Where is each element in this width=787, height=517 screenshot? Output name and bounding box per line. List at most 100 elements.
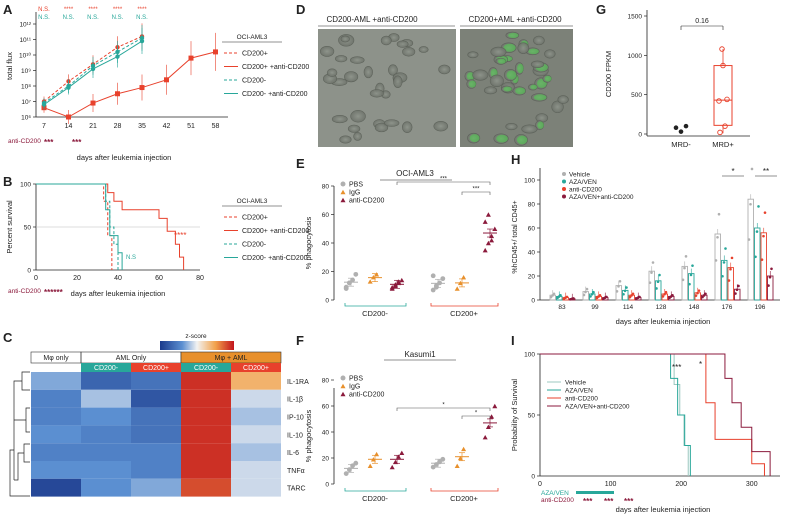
b-survival-curve [36, 183, 185, 270]
a-legend-label: CD200- [242, 78, 267, 85]
panel-d-microscopy: CD200-AML +anti-CD200 CD200+AML +anti-CD… [318, 15, 573, 147]
d-cell [349, 56, 365, 64]
c-heat-cell [81, 478, 131, 497]
e-legend-marker [340, 189, 346, 195]
e-point [440, 276, 446, 282]
b-xtick-label: 60 [155, 275, 163, 282]
f-point [461, 446, 467, 452]
e-point [430, 287, 436, 293]
a-point [66, 85, 71, 90]
h-point [734, 292, 737, 295]
d-cell [339, 135, 352, 144]
f-group-bracket-neg [344, 488, 407, 492]
e-legend-marker [340, 181, 346, 187]
c-heat-cell [231, 478, 281, 497]
h-point [714, 259, 718, 262]
h-legend-marker [562, 194, 566, 199]
a-ytick-label: 10⁸ [21, 84, 31, 91]
c-heat-cell [181, 372, 231, 390]
d-label-left: CD200-AML +anti-CD200 [326, 15, 418, 24]
d-cell [533, 35, 545, 46]
d-cell [483, 86, 498, 95]
c-colorbar [160, 341, 234, 350]
d-cell [505, 123, 518, 131]
c-heat-cell [181, 425, 231, 444]
d-cell [557, 95, 569, 104]
a-ylabel: total flux [5, 52, 14, 80]
b-treatment-label: anti-CD200 [8, 288, 41, 295]
d-cell-fluorescence [528, 48, 539, 55]
f-ytick-label: 80 [322, 378, 330, 385]
a-treatment-mark-1: *** [44, 138, 54, 147]
c-group-aml-only: AML Only [116, 355, 147, 362]
d-cell-fluorescence [515, 87, 526, 95]
h-bar [721, 259, 728, 301]
a-legend-label: CD200+ +anti-CD200 [242, 64, 309, 71]
f-ytick-label: 0 [325, 482, 329, 489]
h-xtick-label: 114 [623, 304, 634, 311]
a-point [115, 54, 120, 59]
h-point [661, 295, 665, 298]
h-bar [747, 198, 754, 301]
h-point [623, 289, 627, 293]
g-point-pos [724, 96, 730, 103]
h-point [754, 255, 757, 259]
c-row-label: TNFα [287, 468, 305, 475]
f-title: Kasumi1 [404, 350, 436, 359]
f-point [399, 450, 405, 455]
e-point [399, 277, 405, 283]
e-group-bracket-neg [344, 303, 407, 307]
d-cell [517, 42, 530, 54]
d-cell [384, 119, 400, 127]
i-survival-curve [540, 353, 689, 476]
i-treatment-mark-1: *** [583, 497, 593, 506]
h-point [763, 211, 767, 214]
b-ylabel: Percent survival [5, 200, 14, 254]
i-sig-1: *** [672, 363, 681, 372]
f-point [430, 464, 436, 470]
h-point [762, 234, 765, 238]
a-sig-teal: N.S. [63, 15, 75, 21]
h-bar [754, 227, 761, 301]
i-treatment-mark-2: *** [604, 497, 614, 506]
h-point [664, 290, 668, 294]
i-treatment-bar [576, 491, 614, 494]
h-point [689, 273, 693, 277]
b-legend-label: CD200- +anti-CD200 [242, 255, 308, 262]
h-point [631, 292, 635, 296]
h-point [671, 294, 674, 297]
d-cell [396, 40, 409, 48]
a-xtick-label: 14 [65, 123, 73, 130]
a-ytick-label: 10⁷ [21, 99, 31, 106]
d-cell [472, 69, 489, 81]
g-point-pos [717, 129, 723, 136]
f-sig-bracket [461, 415, 491, 419]
a-point [188, 55, 194, 61]
g-cat-mrd-neg: MRD- [671, 140, 691, 149]
e-point [454, 286, 460, 291]
d-cell [374, 122, 389, 133]
d-cell-fluorescence [503, 43, 516, 52]
d-cell-fluorescence [544, 75, 552, 82]
h-point [655, 287, 658, 290]
f-group-bracket-pos [430, 488, 499, 492]
a-ytick-label: 10¹¹ [19, 37, 31, 44]
d-cell [544, 49, 556, 59]
d-cell-fluorescence [503, 86, 512, 92]
h-point [749, 202, 752, 206]
h-legend-label: AZA/VEN [569, 179, 597, 186]
h-point [757, 205, 760, 208]
a-point [115, 91, 120, 97]
h-point [767, 284, 770, 287]
e-point [482, 247, 488, 253]
d-cell-fluorescence [468, 80, 477, 88]
c-row-label: IL-1RA [287, 379, 309, 386]
a-sig-red: **** [64, 7, 74, 13]
h-point [696, 291, 699, 295]
h-ytick-label: 0 [531, 298, 535, 305]
c-row-label: IL-6 [287, 450, 299, 457]
h-bar [727, 267, 734, 301]
f-point [492, 403, 498, 409]
g-point-pos [716, 98, 722, 104]
